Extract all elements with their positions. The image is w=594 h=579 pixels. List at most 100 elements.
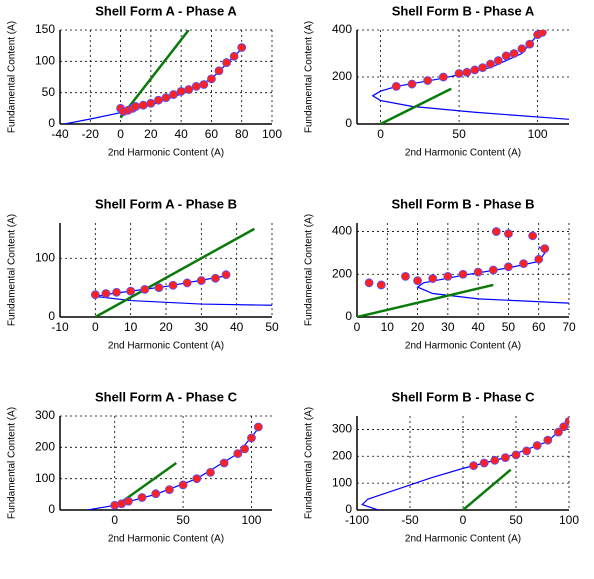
data-point: [537, 30, 547, 37]
data-point: [140, 284, 150, 294]
data-point: [211, 273, 220, 283]
y-tick-label: 0: [345, 502, 352, 516]
data-point: [184, 85, 194, 94]
data-point: [168, 280, 178, 290]
data-point: [206, 467, 215, 477]
data-point: [462, 67, 472, 77]
x-tick-label: -50: [401, 513, 419, 527]
y-tick-label: 0: [48, 502, 55, 516]
curve: [119, 30, 190, 119]
plot-area: [64, 30, 247, 124]
plot-area: [357, 227, 569, 317]
x-tick-label: 40: [174, 127, 188, 141]
data-point: [191, 82, 201, 91]
x-tick-label: -20: [82, 127, 100, 141]
data-point: [443, 272, 453, 281]
x-axis-label: 2nd Harmonic Content (A): [405, 148, 521, 159]
chart-panel: Shell Form A - Phase C 0 50 100 0 100 200 300 2n…: [7, 389, 272, 545]
x-tick-label: 50: [502, 320, 516, 334]
data-point: [178, 480, 188, 490]
data-point: [554, 427, 563, 437]
data-point: [501, 51, 511, 61]
y-tick-label: 200: [332, 448, 352, 462]
data-point: [192, 474, 202, 484]
chart-panel: Shell Form A - Phase A -40 -20 0 20 40 60 80 100…: [7, 3, 283, 158]
data-point: [543, 435, 553, 445]
y-tick-label: 300: [332, 422, 352, 436]
x-tick-label: 40: [471, 320, 485, 334]
curve: [357, 283, 494, 317]
plot-area: [90, 227, 272, 317]
data-point: [486, 59, 495, 69]
x-tick-label: -10: [51, 320, 69, 334]
chart-title: Shell Form B - Phase C: [391, 389, 535, 404]
data-point: [221, 270, 231, 280]
curve: [371, 30, 569, 120]
data-point: [528, 231, 538, 241]
y-axis-label: Fundamental Content (A): [304, 407, 315, 519]
x-tick-label: 30: [441, 320, 455, 334]
data-point: [525, 39, 535, 49]
chart-panel: Shell Form B - Phase A 0 50 100 0 200 400 2nd H…: [304, 3, 569, 159]
chart-panel: Shell Form A - Phase B-10 0 10 20 30 40 500100…: [7, 196, 279, 351]
x-tick-label: 30: [195, 320, 209, 334]
data-point: [413, 276, 422, 286]
x-tick-label: 20: [411, 320, 425, 334]
x-tick-label: 10: [381, 320, 395, 334]
y-axis-label: Fundamental Content (A): [304, 21, 315, 133]
curve: [94, 227, 255, 317]
x-axis-label: 2nd Harmonic Content (A): [108, 341, 224, 352]
data-point: [165, 485, 174, 495]
data-point: [229, 51, 239, 61]
chart-panel: Shell Form B - Phase C -100 -50 0 50 100 0 100 2…: [304, 389, 580, 544]
data-point: [253, 422, 263, 432]
x-tick-label: 50: [509, 513, 523, 527]
data-point: [532, 441, 542, 450]
data-point: [131, 102, 141, 111]
y-tick-label: 0: [48, 309, 55, 323]
x-axis-label: 2nd Harmonic Content (A): [405, 341, 521, 352]
data-point: [504, 262, 513, 272]
y-tick-label: 300: [35, 408, 55, 422]
data-point: [500, 453, 510, 463]
data-point: [237, 43, 247, 52]
x-tick-label: 20: [159, 320, 173, 334]
data-point: [151, 489, 161, 499]
data-point: [509, 49, 519, 58]
data-point: [199, 80, 209, 89]
y-axis-label: Fundamental Content (A): [7, 407, 18, 519]
data-point: [478, 63, 488, 72]
data-point: [126, 286, 136, 296]
chart-title: Shell Form A - Phase B: [95, 196, 237, 211]
plot-area: [371, 30, 569, 124]
chart-panel: Shell Form B - Phase B 0 10 20 30 40 50 60 70 0 20…: [304, 196, 576, 351]
x-axis-label: 2nd Harmonic Content (A): [405, 534, 521, 545]
data-point: [169, 90, 178, 99]
plot-area: [361, 416, 569, 510]
data-point: [247, 433, 256, 443]
chart-title: Shell Form A - Phase C: [95, 389, 238, 404]
data-point: [458, 269, 468, 279]
data-point: [479, 458, 489, 468]
y-tick-label: 200: [332, 266, 352, 280]
data-point: [534, 254, 544, 264]
x-tick-label: 0: [111, 513, 118, 527]
data-point: [391, 82, 401, 91]
x-tick-label: 0: [117, 127, 124, 141]
data-point: [214, 66, 224, 76]
x-tick-label: 50: [176, 513, 190, 527]
x-axis-label: 2nd Harmonic Content (A): [108, 534, 224, 545]
data-point: [511, 450, 521, 460]
data-point: [146, 98, 156, 108]
x-tick-label: 0: [354, 320, 361, 334]
y-tick-label: 150: [35, 22, 55, 36]
data-point: [473, 267, 483, 277]
data-point: [488, 265, 498, 275]
data-point: [401, 272, 410, 281]
data-point: [519, 259, 528, 268]
chart-title: Shell Form B - Phase B: [391, 196, 534, 211]
data-point: [564, 416, 569, 426]
y-tick-label: 100: [35, 471, 55, 485]
y-tick-label: 0: [48, 116, 55, 130]
